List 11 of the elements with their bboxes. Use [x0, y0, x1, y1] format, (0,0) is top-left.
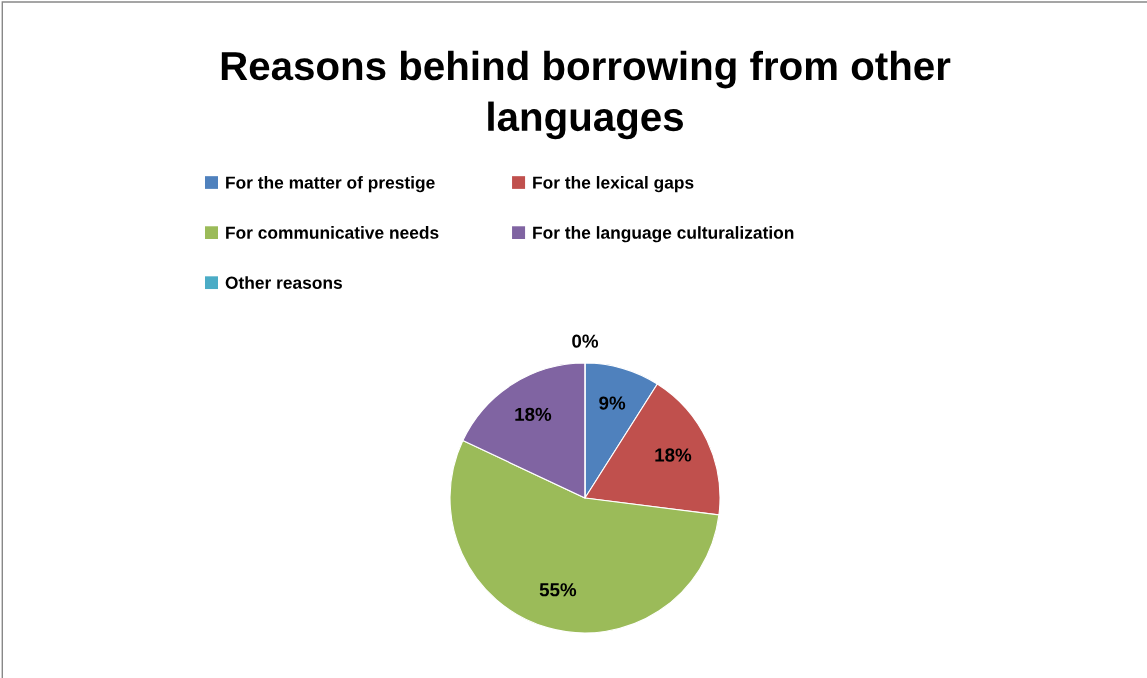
legend-label: For the matter of prestige: [226, 176, 435, 193]
data-label: 18%: [655, 448, 692, 462]
legend-label: For communicative needs: [226, 226, 439, 239]
legend-label: Other reasons: [225, 276, 342, 289]
legend-label: For the language culturalization: [533, 226, 794, 243]
data-label: 18%: [515, 407, 552, 421]
chart-title: Reasons behind borrowing from other languages: [221, 50, 951, 140]
data-label: 9%: [599, 396, 626, 410]
data-label: 55%: [539, 583, 577, 597]
legend-label: For the lexical gaps: [533, 176, 694, 193]
text: 0%: [572, 334, 599, 348]
